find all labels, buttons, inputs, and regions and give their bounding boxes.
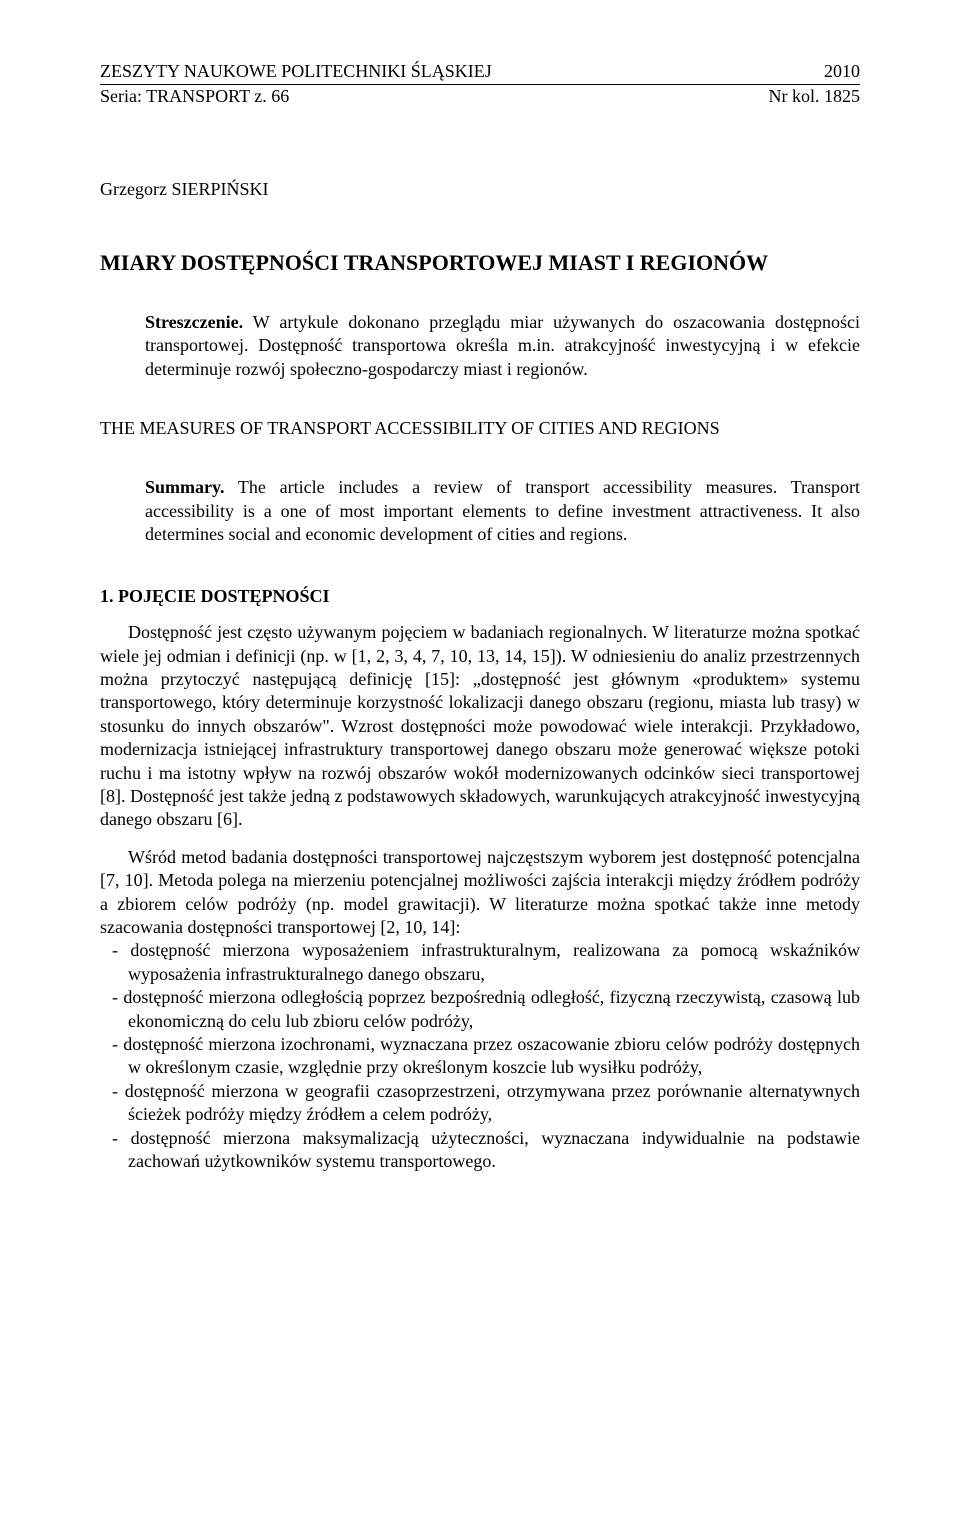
author-name: Grzegorz SIERPIŃSKI: [100, 179, 860, 200]
list-item: dostępność mierzona w geografii czasoprz…: [100, 1080, 860, 1127]
list-item: dostępność mierzona wyposażeniem infrast…: [100, 939, 860, 986]
issue-number: Nr kol. 1825: [769, 85, 861, 108]
series-header-row: Seria: TRANSPORT z. 66 Nr kol. 1825: [100, 85, 860, 108]
page-container: ZESZYTY NAUKOWE POLITECHNIKI ŚLĄSKIEJ 20…: [0, 0, 960, 1233]
section-1-bullet-list: dostępność mierzona wyposażeniem infrast…: [100, 939, 860, 1173]
paper-title-en: THE MEASURES OF TRANSPORT ACCESSIBILITY …: [100, 416, 860, 441]
list-item: dostępność mierzona maksymalizacją użyte…: [100, 1127, 860, 1174]
series-label: Seria: TRANSPORT z. 66: [100, 85, 289, 108]
section-1-title: 1. POJĘCIE DOSTĘPNOŚCI: [100, 586, 860, 607]
abstract-pl-text: W artykule dokonano przeglądu miar używa…: [145, 312, 860, 379]
paper-title: MIARY DOSTĘPNOŚCI TRANSPORTOWEJ MIAST I …: [100, 250, 860, 276]
list-item: dostępność mierzona odległością poprzez …: [100, 986, 860, 1033]
abstract-en-label: Summary.: [145, 477, 225, 497]
abstract-pl: Streszczenie. W artykule dokonano przegl…: [145, 311, 860, 381]
abstract-en-text: The article includes a review of transpo…: [145, 477, 860, 544]
section-1-para-2: Wśród metod badania dostępności transpor…: [100, 846, 860, 940]
journal-header-row: ZESZYTY NAUKOWE POLITECHNIKI ŚLĄSKIEJ 20…: [100, 60, 860, 85]
journal-year: 2010: [824, 60, 860, 83]
journal-name: ZESZYTY NAUKOWE POLITECHNIKI ŚLĄSKIEJ: [100, 60, 492, 83]
list-item: dostępność mierzona izochronami, wyznacz…: [100, 1033, 860, 1080]
abstract-pl-label: Streszczenie.: [145, 312, 243, 332]
section-1-para-1: Dostępność jest często używanym pojęciem…: [100, 621, 860, 832]
abstract-en: Summary. The article includes a review o…: [145, 476, 860, 546]
